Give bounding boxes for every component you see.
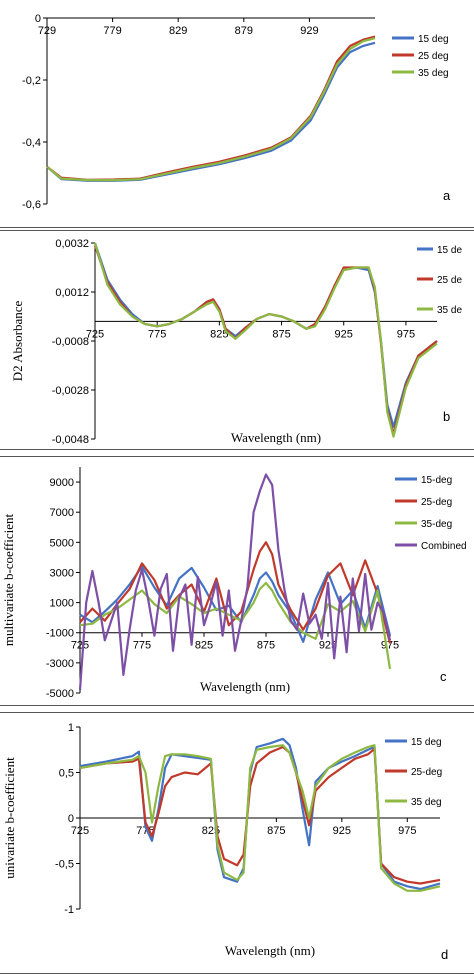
chart-b-y-axis-label: D2 Absorbance [10,301,25,382]
chart-a-legend-label-3: 35 deg [418,68,449,79]
chart-a-series-line-2 [46,35,376,181]
chart-c-y-tick-label: 9000 [50,477,74,489]
chart-c-svg: 9000 7000 5000 3000 1000 -1000 -3000 -5000 725 77… [1,467,467,700]
chart-c-y-tick-label: 3000 [50,567,74,579]
chart-c-legend-label-2: 25-deg [421,497,452,508]
chart-b-y-tick-label: -0,0048 [52,434,89,446]
chart-a-panel-letter: a [443,188,451,203]
chart-d-x-axis-label: Wavelength (nm) [225,943,315,958]
chart-c-y-tick-label: 7000 [50,507,74,519]
chart-a-y-tick-label: 0 [35,13,41,25]
chart-b-y-tick-label: -0,0028 [52,385,89,397]
chart-a-x-tick-label: 829 [169,25,187,37]
chart-b-x-axis-label: Wavelength (nm) [231,430,321,445]
chart-a-legend-label-1: 15 deg [418,34,449,45]
chart-b-x-tick-label: 725 [86,328,104,340]
chart-c-x-tick-label: 725 [71,640,89,652]
chart-b-panel-letter: b [443,409,450,424]
chart-a-legend-label-2: 25 deg [418,51,449,62]
chart-d-y-tick-label: 0,5 [59,768,74,780]
chart-b-x-tick-label: 975 [397,328,415,340]
chart-d-x-tick-label: 925 [333,825,351,837]
chart-c-legend-label-4: Combined [421,541,467,552]
chart-c-series-line-4 [78,473,392,691]
chart-panel-a: 0 -0,2 -0,4 -0,6 729 779 829 879 929 15 deg 25 deg… [0,0,474,228]
chart-c-x-axis-label: Wavelength (nm) [200,679,290,694]
chart-c-y-tick-label: -1000 [46,628,74,640]
chart-d-series-line-2 [79,745,441,885]
chart-d-y-axis-label: univariate b-coefficient [2,757,17,879]
chart-c-y-axis-label: multivariate b-coefficient [1,514,16,647]
chart-c-y-tick-label: 5000 [50,537,74,549]
chart-d-y-tick-label: 0 [68,813,74,825]
chart-c-panel-letter: c [440,669,447,684]
chart-b-series-line-3 [93,242,438,438]
chart-c-y-tick-label: 1000 [50,598,74,610]
chart-a-x-tick-label: 879 [235,25,253,37]
chart-d-y-tick-label: 1 [68,722,74,734]
chart-panel-d: 1 0,5 0 -0,5 -1 725 775 825 875 925 975 15 deg 25-de… [0,712,474,974]
chart-b-x-tick-label: 775 [148,328,166,340]
chart-panel-b: 0,0032 0,0012 -0,0008 -0,0028 -0,0048 725 775 8… [0,230,474,450]
chart-b-x-tick-label: 925 [335,328,353,340]
chart-c-legend-label-1: 15-deg [421,475,452,486]
chart-c-y-tick-label: -3000 [46,658,74,670]
chart-b-x-tick-label: 825 [210,328,228,340]
chart-d-x-tick-label: 725 [71,825,89,837]
chart-d-y-tick-label: -0,5 [55,859,74,871]
chart-d-legend-label-2: 25-deg [411,767,442,778]
chart-d-panel-letter: d [441,947,448,962]
chart-a-x-tick-label: 729 [38,25,56,37]
chart-a-y-tick-label: -0,6 [22,199,41,211]
chart-c-x-tick-label: 775 [133,640,151,652]
chart-a-svg: 0 -0,2 -0,4 -0,6 729 779 829 879 929 15 deg 25 deg… [22,13,451,211]
chart-a-series-line-1 [46,41,376,182]
chart-c-x-tick-label: 875 [257,640,275,652]
chart-a-y-tick-label: -0,4 [22,137,41,149]
chart-b-svg: 0,0032 0,0012 -0,0008 -0,0028 -0,0048 725 775 8… [10,238,462,446]
chart-a-x-tick-label: 779 [103,25,121,37]
chart-b-x-tick-label: 875 [272,328,290,340]
chart-panel-c: 9000 7000 5000 3000 1000 -1000 -3000 -5000 725 77… [0,456,474,706]
chart-d-series-line-3 [79,744,441,892]
chart-d-y-tick-label: -1 [64,904,74,916]
chart-b-y-tick-label: 0,0032 [55,238,89,250]
chart-d-x-tick-label: 875 [267,825,285,837]
chart-c-y-tick-label: -5000 [46,688,74,700]
chart-d-x-tick-label: 975 [398,825,416,837]
chart-b-legend-label-1: 15 de [437,245,462,256]
chart-a-series-line-3 [46,37,376,182]
chart-a-y-tick-label: -0,2 [22,75,41,87]
chart-c-legend-label-3: 35-deg [421,519,452,530]
chart-b-legend-label-3: 35 de [437,305,462,316]
chart-d-legend-label-1: 15 deg [411,737,442,748]
chart-d-legend-label-3: 35 deg [411,797,442,808]
chart-c-x-tick-label: 825 [195,640,213,652]
chart-b-y-tick-label: -0,0008 [52,336,89,348]
chart-b-legend-label-2: 25 de [437,275,462,286]
chart-b-y-tick-label: 0,0012 [55,287,89,299]
chart-a-x-tick-label: 929 [300,25,318,37]
